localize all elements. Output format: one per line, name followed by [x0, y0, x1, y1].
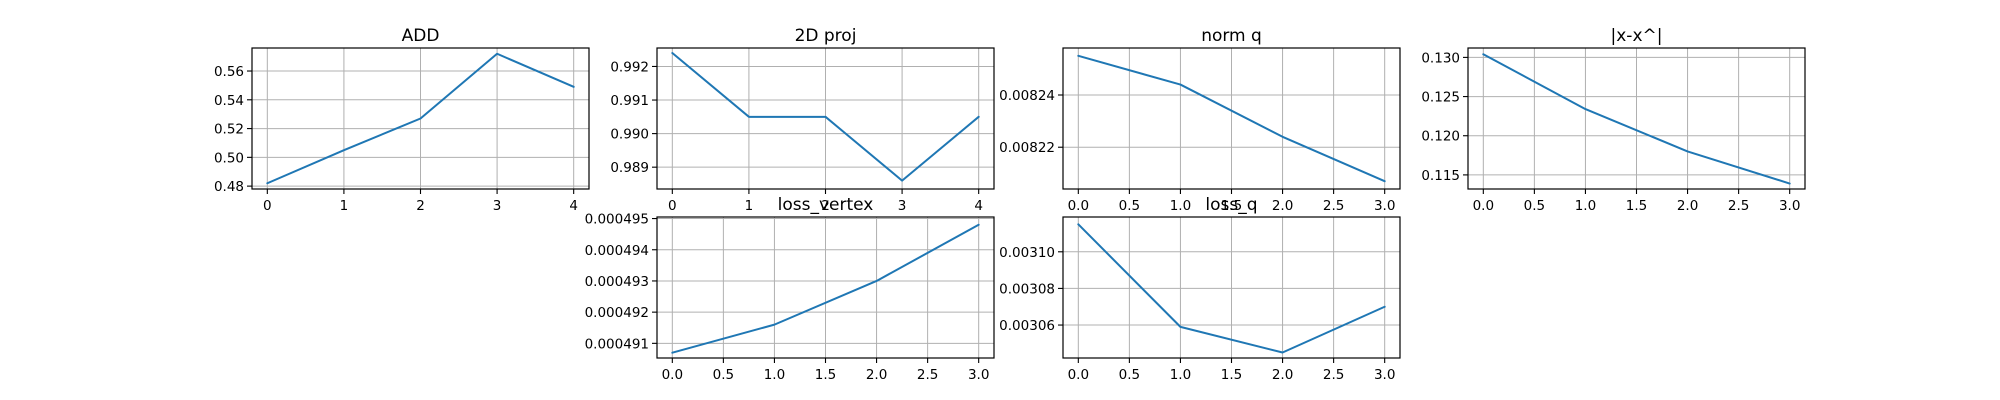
x-tick-label: 1.0	[764, 367, 785, 383]
x-tick-label: 3.0	[1374, 198, 1395, 214]
x-tick-label: 1.5	[1626, 198, 1647, 214]
chart-title: ADD	[402, 26, 440, 46]
x-tick-label: 1	[745, 198, 754, 214]
y-tick-label: 0.990	[610, 127, 649, 143]
x-tick-label: 0.0	[1068, 198, 1089, 214]
y-tick-label: 0.000492	[585, 305, 649, 321]
chart-title: norm q	[1201, 26, 1262, 46]
y-tick-label: 0.56	[214, 64, 244, 80]
x-tick-label: 0	[668, 198, 677, 214]
y-tick-label: 0.000494	[585, 243, 649, 259]
x-tick-label: 0.0	[662, 367, 683, 383]
y-tick-label: 0.48	[214, 179, 244, 195]
x-tick-label: 3.0	[1779, 198, 1800, 214]
y-tick-label: 0.00308	[999, 281, 1055, 297]
chart-panel: 0.0 0.5 1.0 1.5 2.0 2.5 3.0 0.00306 0.00308 0.003…	[999, 195, 1401, 383]
y-tick-label: 0.50	[214, 150, 244, 166]
x-tick-label: 0.5	[1119, 198, 1140, 214]
x-tick-label: 2.5	[917, 367, 938, 383]
x-tick-label: 2.5	[1728, 198, 1749, 214]
x-tick-label: 1.0	[1575, 198, 1596, 214]
x-tick-label: 3	[898, 198, 907, 214]
y-tick-label: 0.54	[214, 93, 244, 109]
x-tick-label: 0.5	[1524, 198, 1545, 214]
x-tick-label: 3.0	[968, 367, 989, 383]
x-tick-label: 2	[821, 198, 830, 214]
x-tick-label: 0.5	[713, 367, 734, 383]
x-tick-label: 1.0	[1170, 198, 1191, 214]
chart-title: |x-x^|	[1611, 26, 1663, 46]
y-tick-label: 0.00310	[999, 245, 1055, 261]
series-line	[1077, 223, 1386, 354]
x-tick-label: 0	[263, 198, 272, 214]
x-tick-label: 3	[493, 198, 502, 214]
y-tick-label: 0.120	[1421, 129, 1460, 145]
y-tick-label: 0.991	[610, 93, 649, 109]
x-tick-label: 0.0	[1068, 367, 1089, 383]
x-tick-label: 2.0	[1272, 367, 1293, 383]
x-tick-label: 1.0	[1170, 367, 1191, 383]
series-line	[1077, 54, 1386, 183]
y-tick-label: 0.115	[1421, 168, 1460, 184]
y-tick-label: 0.125	[1421, 90, 1460, 106]
y-tick-label: 0.00824	[999, 88, 1055, 104]
series-line	[266, 52, 575, 185]
x-tick-label: 3.0	[1374, 367, 1395, 383]
y-tick-label: 0.992	[610, 59, 649, 75]
y-tick-label: 0.00822	[999, 140, 1055, 156]
x-tick-label: 2	[416, 198, 425, 214]
x-tick-label: 2.5	[1323, 367, 1344, 383]
chart-panel: 0.0 0.5 1.0 1.5 2.0 2.5 3.0 0.115 0.120 0.125 0.13…	[1421, 26, 1806, 214]
chart-title: loss_q	[1205, 195, 1257, 215]
x-tick-label: 1.5	[1221, 198, 1242, 214]
series-line	[671, 223, 980, 354]
x-tick-label: 1	[340, 198, 349, 214]
x-tick-label: 2.0	[866, 367, 887, 383]
chart-panel: 0.0 0.5 1.0 1.5 2.0 2.5 3.0 0.00822 0.00824 norm …	[999, 26, 1401, 214]
y-tick-label: 0.52	[214, 122, 244, 138]
y-tick-label: 0.000491	[585, 336, 649, 352]
x-tick-label: 4	[974, 198, 983, 214]
x-tick-label: 0.5	[1119, 367, 1140, 383]
y-tick-label: 0.130	[1421, 50, 1460, 66]
x-tick-label: 4	[569, 198, 578, 214]
series-line	[1482, 53, 1791, 185]
x-tick-label: 0.0	[1473, 198, 1494, 214]
y-tick-label: 0.000495	[585, 212, 649, 228]
x-tick-label: 1.5	[815, 367, 836, 383]
chart-title: 2D proj	[795, 26, 857, 46]
y-tick-label: 0.000493	[585, 274, 649, 290]
x-tick-label: 2.0	[1677, 198, 1698, 214]
y-tick-label: 0.00306	[999, 318, 1055, 334]
x-tick-label: 2.5	[1323, 198, 1344, 214]
chart-panel: 0 1 2 3 4 0.989 0.990 0.991 0.992 2D proj	[610, 26, 995, 214]
y-tick-label: 0.989	[610, 160, 649, 176]
series-line	[671, 52, 980, 182]
chart-panel: 0.0 0.5 1.0 1.5 2.0 2.5 3.0 0.000491 0.000492 0.0…	[585, 195, 995, 383]
chart-title: loss_vertex	[778, 195, 874, 215]
x-tick-label: 2.0	[1272, 198, 1293, 214]
x-tick-label: 1.5	[1221, 367, 1242, 383]
chart-panel: 0 1 2 3 4 0.48 0.50 0.52 0.54 0.56 ADD	[214, 26, 590, 214]
